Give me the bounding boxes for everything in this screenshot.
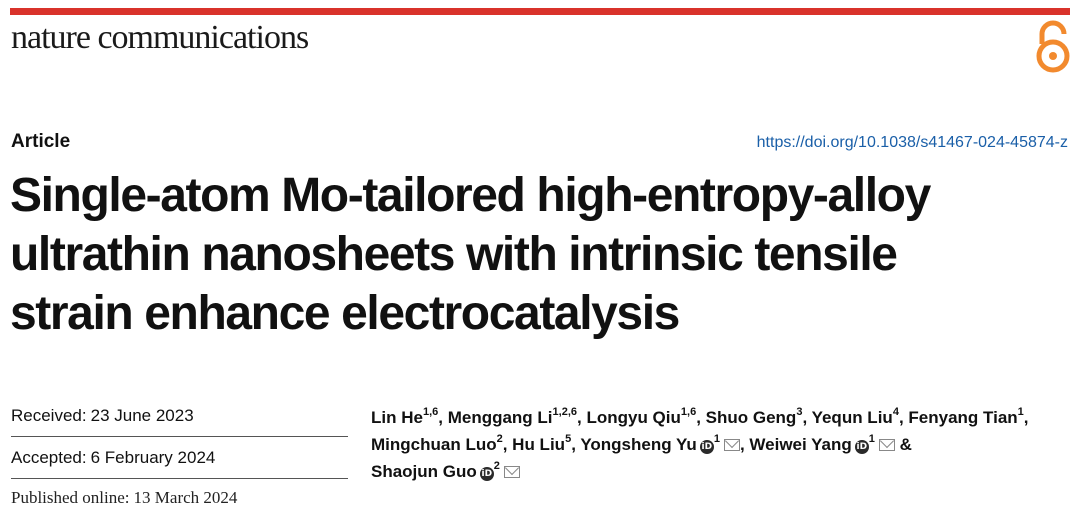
author[interactable]: Fenyang Tian1 [908, 406, 1024, 427]
title-line: strain enhance electrocatalysis [10, 287, 680, 340]
author[interactable]: Lin He1,6 [371, 406, 439, 427]
author[interactable]: Weiwei Yang iD1 [749, 434, 895, 454]
journal-brand-bar [10, 8, 1070, 15]
article-type: Article [11, 131, 71, 152]
received-label: Received: [11, 406, 87, 425]
published-label: Published online: [11, 488, 130, 507]
email-icon[interactable] [723, 439, 740, 451]
doi-link[interactable]: https://doi.org/10.1038/s41467-024-45874… [756, 134, 1068, 151]
accepted-date: Accepted: 6 February 2024 [11, 448, 348, 468]
author[interactable]: Yongsheng Yu iD1 [580, 434, 740, 454]
title-line: Single-atom Mo-tailored high-entropy-all… [10, 169, 931, 222]
title-line: ultrathin nanosheets with intrinsic tens… [10, 228, 898, 281]
divider [11, 478, 348, 479]
orcid-icon[interactable]: iD [479, 467, 494, 481]
orcid-icon[interactable]: iD [854, 440, 869, 454]
article-title: Single-atom Mo-tailored high-entropy-all… [10, 166, 1070, 343]
author-list: Lin He1,6, Menggang Li1,2,6, Longyu Qiu1… [371, 404, 1071, 485]
email-icon[interactable] [878, 439, 895, 451]
received-value: 23 June 2023 [90, 406, 194, 425]
journal-name: nature communications [11, 19, 309, 56]
author[interactable]: Yequn Liu4 [811, 406, 899, 427]
author-line: Mingchuan Luo2, Hu Liu5, Yongsheng Yu iD1… [371, 433, 912, 454]
email-icon[interactable] [503, 466, 520, 478]
author[interactable]: Longyu Qiu1,6 [586, 406, 697, 427]
accepted-value: 6 February 2024 [90, 448, 216, 467]
author[interactable]: Shuo Geng3 [705, 406, 803, 427]
received-date: Received: 23 June 2023 [11, 406, 348, 426]
accepted-label: Accepted: [11, 448, 87, 467]
author[interactable]: Mingchuan Luo2 [371, 433, 503, 454]
open-access-icon [1036, 20, 1070, 73]
author-line: Shaojun Guo iD2 [371, 458, 1071, 485]
author-line: Lin He1,6, Menggang Li1,2,6, Longyu Qiu1… [371, 406, 1029, 427]
author[interactable]: Menggang Li1,2,6 [447, 406, 577, 427]
author[interactable]: Shaojun Guo iD2 [371, 461, 520, 481]
divider [11, 436, 348, 437]
published-value: 13 March 2024 [133, 488, 238, 507]
orcid-icon[interactable]: iD [699, 440, 714, 454]
published-date: Published online: 13 March 2024 [11, 488, 237, 508]
author[interactable]: Hu Liu5 [512, 433, 572, 454]
